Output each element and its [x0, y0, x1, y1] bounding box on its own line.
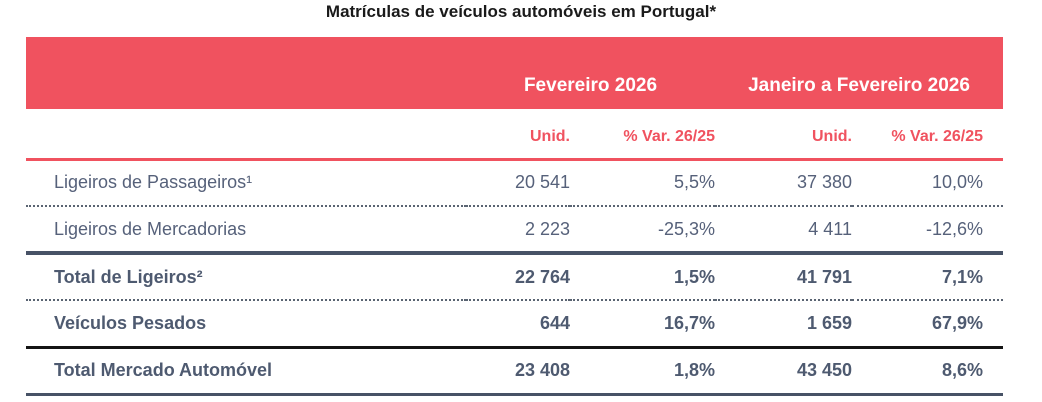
row-label: Ligeiros de Mercadorias: [26, 206, 466, 255]
table-row-veiculos-pesados: Veículos Pesados 644 16,7% 1 659 67,9%: [26, 300, 1003, 349]
row-label: Veículos Pesados: [26, 300, 466, 349]
cell-var-fev: 16,7%: [570, 300, 715, 349]
table-row-ligeiros-mercadorias: Ligeiros de Mercadorias 2 223 -25,3% 4 4…: [26, 206, 1003, 255]
row-label: Total de Ligeiros²: [26, 253, 466, 301]
cell-unid-fev: 23 408: [466, 347, 570, 396]
cell-var-fev: 1,8%: [570, 347, 715, 396]
col-group-janeiro-a-fevereiro-2026: Janeiro a Fevereiro 2026: [715, 37, 1003, 109]
cell-unid-janfev: 41 791: [715, 253, 852, 301]
subheader-unid-janfev: Unid.: [715, 109, 852, 161]
cell-unid-fev: 644: [466, 300, 570, 349]
subheader-var-fev: % Var. 26/25: [570, 109, 715, 161]
subheader-row: Unid. % Var. 26/25 Unid. % Var. 26/25: [26, 109, 1003, 161]
row-label: Total Mercado Automóvel: [26, 347, 466, 396]
table-row-total-mercado-automovel: Total Mercado Automóvel 23 408 1,8% 43 4…: [26, 347, 1003, 396]
cell-unid-fev: 2 223: [466, 206, 570, 255]
cell-unid-janfev: 4 411: [715, 206, 852, 255]
subheader-empty-cell: [26, 109, 466, 161]
page-title: Matrículas de veículos automóveis em Por…: [325, 2, 717, 21]
cell-var-janfev: 67,9%: [852, 300, 1003, 349]
row-label: Ligeiros de Passageiros¹: [26, 159, 466, 207]
table-row-ligeiros-passageiros: Ligeiros de Passageiros¹ 20 541 5,5% 37 …: [26, 159, 1003, 207]
header-band: Fevereiro 2026 Janeiro a Fevereiro 2026: [26, 37, 1003, 109]
header-band-empty-cell: [26, 37, 466, 109]
cell-var-janfev: -12,6%: [852, 206, 1003, 255]
cell-unid-janfev: 43 450: [715, 347, 852, 396]
cell-var-fev: -25,3%: [570, 206, 715, 255]
table-row-total-ligeiros: Total de Ligeiros² 22 764 1,5% 41 791 7,…: [26, 253, 1003, 301]
col-group-fevereiro-2026: Fevereiro 2026: [466, 37, 715, 109]
cell-unid-janfev: 37 380: [715, 159, 852, 207]
cell-var-fev: 1,5%: [570, 253, 715, 301]
cell-unid-fev: 22 764: [466, 253, 570, 301]
cell-var-fev: 5,5%: [570, 159, 715, 207]
cell-var-janfev: 8,6%: [852, 347, 1003, 396]
cell-unid-fev: 20 541: [466, 159, 570, 207]
cell-var-janfev: 10,0%: [852, 159, 1003, 207]
cell-var-janfev: 7,1%: [852, 253, 1003, 301]
cell-unid-janfev: 1 659: [715, 300, 852, 349]
subheader-var-janfev: % Var. 26/25: [852, 109, 1003, 161]
registrations-table: Fevereiro 2026 Janeiro a Fevereiro 2026 …: [26, 37, 1003, 396]
subheader-unid-fev: Unid.: [466, 109, 570, 161]
